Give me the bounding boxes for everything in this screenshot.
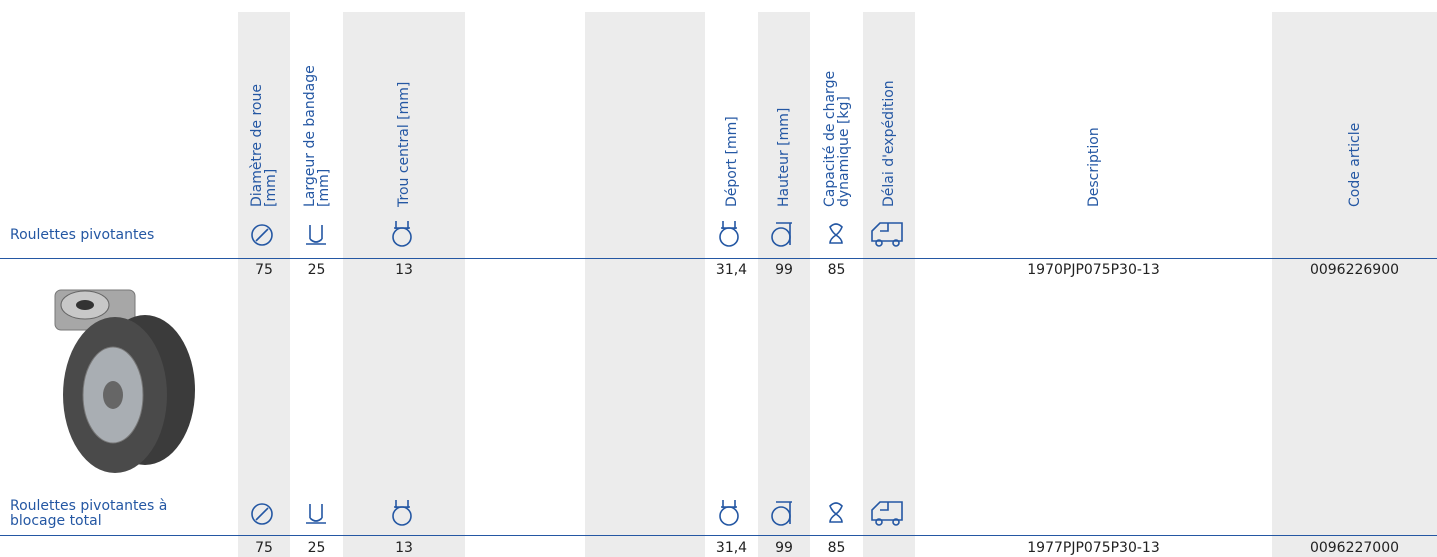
row-rule xyxy=(0,535,1437,536)
icon-truck xyxy=(871,222,903,242)
icon-diameter xyxy=(251,224,273,246)
column-shade xyxy=(585,12,705,557)
table-cell: 31,4 xyxy=(715,540,748,556)
table-cell: 13 xyxy=(395,540,413,556)
icon-truck xyxy=(871,501,903,521)
table-cell: 85 xyxy=(827,540,846,556)
column-shade xyxy=(863,12,915,557)
table-cell: 25 xyxy=(307,262,326,278)
icon-diameter xyxy=(255,228,269,242)
icon-hole xyxy=(394,500,410,508)
column-shade xyxy=(758,12,810,557)
table-cell: 0096226900 xyxy=(1309,262,1400,278)
icon-height xyxy=(771,506,791,526)
icon-load xyxy=(829,502,843,523)
icon-truck xyxy=(875,518,883,526)
icon-width xyxy=(306,504,326,524)
icon-offset xyxy=(721,221,737,229)
table-cell: 25 xyxy=(307,540,326,556)
icon-height xyxy=(771,227,791,247)
row-label: Roulettes pivotantes xyxy=(10,213,185,243)
icon-height xyxy=(776,222,792,245)
table-cell: 99 xyxy=(775,262,793,278)
table-cell: 99 xyxy=(775,540,793,556)
column-shade xyxy=(1272,12,1437,557)
icon-hole xyxy=(392,506,412,526)
row-label: Roulettes pivotantes à blocage total xyxy=(10,499,185,529)
table-cell: 85 xyxy=(827,262,846,278)
product-image xyxy=(54,289,195,473)
column-shade xyxy=(343,12,465,557)
table-cell: 13 xyxy=(395,262,413,278)
icon-width xyxy=(306,225,326,245)
table-cell: 75 xyxy=(255,262,273,278)
icon-height xyxy=(776,501,792,524)
icon-diameter xyxy=(255,507,269,521)
table-cell: 1977PJP075P30-13 xyxy=(1027,540,1160,556)
icon-hole xyxy=(392,227,412,247)
icon-load xyxy=(829,223,843,244)
row-label-text: Roulettes pivotantes à blocage total xyxy=(10,498,168,529)
icon-offset xyxy=(719,227,739,247)
icon-truck xyxy=(875,239,883,247)
column-shade xyxy=(238,12,290,557)
table-cell: 1970PJP075P30-13 xyxy=(1027,262,1160,278)
icon-truck xyxy=(892,239,900,247)
table-cell: 31,4 xyxy=(715,262,748,278)
icon-row xyxy=(251,221,903,247)
icon-row xyxy=(251,500,903,526)
icon-offset xyxy=(719,506,739,526)
icon-truck xyxy=(892,518,900,526)
table-cell: 0096227000 xyxy=(1309,540,1400,556)
table-cell: 75 xyxy=(255,540,273,556)
icon-offset xyxy=(721,500,737,508)
row-rule xyxy=(0,258,1437,259)
row-label-text: Roulettes pivotantes xyxy=(10,227,155,243)
icon-hole xyxy=(394,221,410,229)
icon-diameter xyxy=(251,503,273,525)
